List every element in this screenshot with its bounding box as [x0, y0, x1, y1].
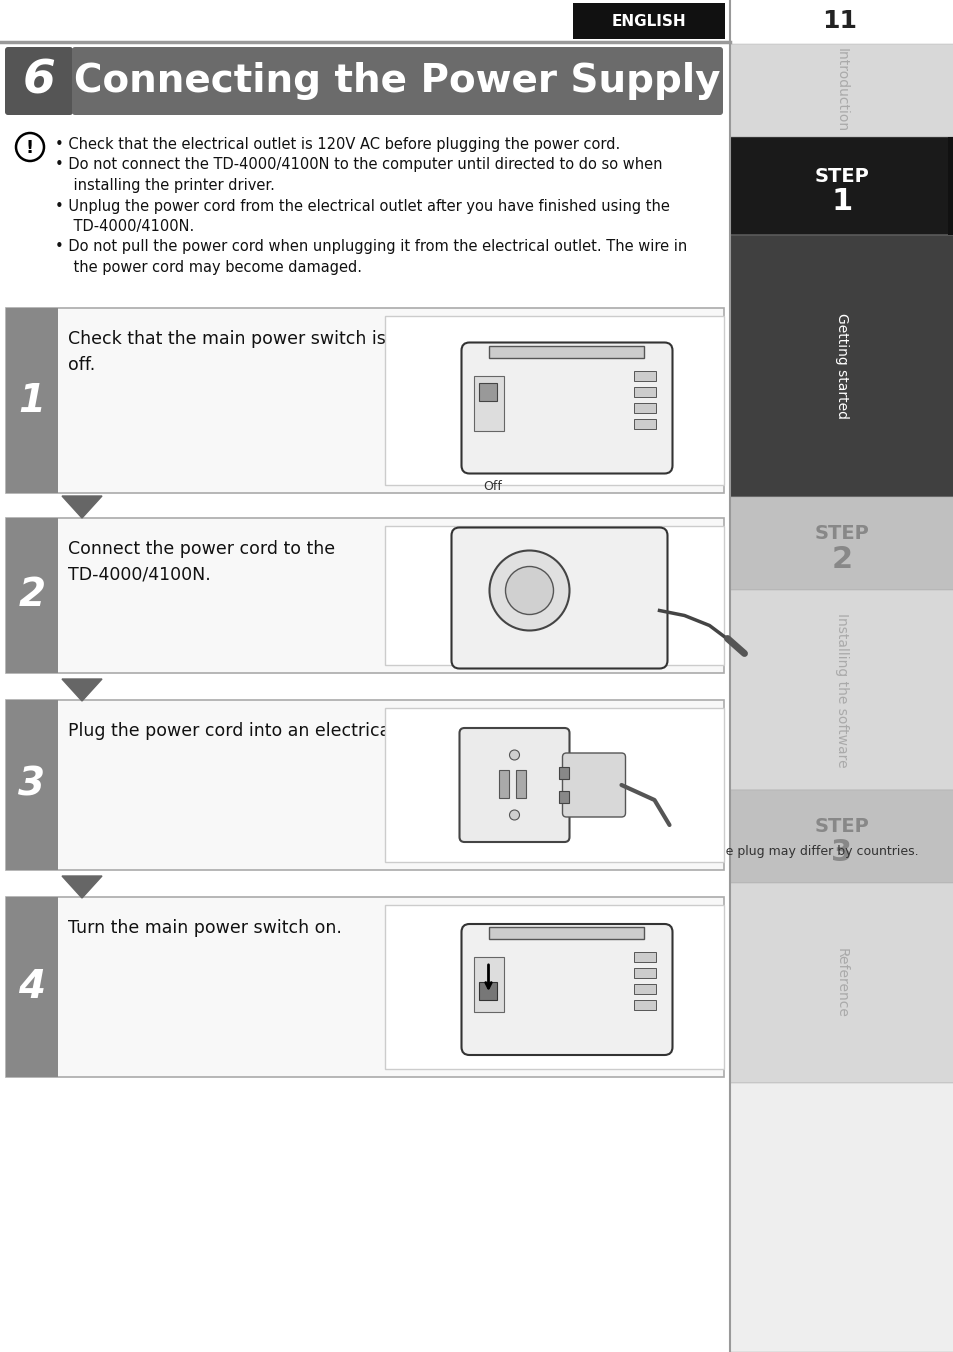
Text: Off: Off: [544, 462, 563, 475]
Text: 11: 11: [821, 9, 857, 32]
Text: Turn the main power switch on.: Turn the main power switch on.: [68, 919, 341, 937]
Polygon shape: [62, 496, 102, 518]
Text: 2: 2: [831, 545, 852, 575]
Bar: [385, 526, 723, 665]
Text: 2: 2: [18, 576, 46, 615]
Bar: [479, 383, 497, 400]
Bar: [385, 316, 723, 485]
Text: The plug may differ by countries.: The plug may differ by countries.: [709, 845, 918, 859]
Text: ENGLISH: ENGLISH: [611, 14, 685, 28]
Circle shape: [509, 750, 519, 760]
Text: Introduction: Introduction: [834, 49, 848, 132]
Bar: [6, 518, 58, 673]
Circle shape: [509, 810, 519, 821]
Text: 3: 3: [831, 838, 852, 867]
Bar: [729, 137, 953, 235]
Text: • Do not connect the TD-4000/4100N to the computer until directed to do so when: • Do not connect the TD-4000/4100N to th…: [55, 157, 661, 173]
FancyBboxPatch shape: [562, 753, 625, 817]
Text: Check that the main power switch is turned
off.: Check that the main power switch is turn…: [68, 330, 449, 373]
Bar: [729, 883, 953, 1083]
Polygon shape: [62, 679, 102, 700]
Bar: [558, 767, 569, 779]
Bar: [474, 957, 504, 1013]
Bar: [479, 982, 497, 1000]
Text: Reference: Reference: [834, 948, 848, 1018]
Text: Off: Off: [482, 480, 501, 492]
Circle shape: [16, 132, 44, 161]
Text: Installing the software: Installing the software: [834, 612, 848, 768]
Bar: [634, 968, 656, 977]
Bar: [729, 235, 953, 498]
Bar: [6, 896, 723, 1078]
Text: !: !: [26, 139, 34, 157]
Bar: [634, 370, 656, 380]
Bar: [6, 700, 58, 869]
Bar: [6, 308, 58, 493]
Bar: [729, 589, 953, 790]
Text: TD-4000/4100N.: TD-4000/4100N.: [55, 219, 194, 234]
Bar: [0, 1086, 729, 1352]
Text: STEP: STEP: [814, 166, 868, 185]
Text: 4: 4: [18, 968, 46, 1006]
Text: Connecting the Power Supply: Connecting the Power Supply: [74, 62, 720, 100]
Text: • Check that the electrical outlet is 120V AC before plugging the power cord.: • Check that the electrical outlet is 12…: [55, 137, 619, 151]
FancyBboxPatch shape: [461, 342, 672, 473]
Text: STEP: STEP: [814, 817, 868, 836]
Bar: [385, 708, 723, 863]
Text: Plug the power cord into an electrical outlet.: Plug the power cord into an electrical o…: [68, 722, 456, 740]
Bar: [634, 952, 656, 963]
Bar: [6, 896, 58, 1078]
Bar: [947, 137, 953, 235]
Bar: [573, 3, 724, 39]
Bar: [634, 387, 656, 396]
Bar: [634, 403, 656, 412]
FancyBboxPatch shape: [459, 727, 569, 842]
Bar: [489, 927, 644, 940]
Circle shape: [489, 550, 569, 630]
Circle shape: [505, 566, 553, 615]
Text: 3: 3: [18, 767, 46, 804]
Bar: [558, 791, 569, 803]
Bar: [474, 376, 504, 430]
Bar: [385, 904, 723, 1069]
Bar: [634, 1000, 656, 1010]
Text: the power cord may become damaged.: the power cord may become damaged.: [55, 260, 361, 274]
Bar: [499, 771, 509, 798]
Text: STEP: STEP: [814, 525, 868, 544]
Text: 1: 1: [18, 381, 46, 419]
Bar: [729, 1083, 953, 1352]
FancyBboxPatch shape: [5, 47, 73, 115]
Bar: [489, 346, 644, 357]
Text: 6: 6: [23, 58, 55, 104]
FancyBboxPatch shape: [461, 923, 672, 1055]
Text: • Do not pull the power cord when unplugging it from the electrical outlet. The : • Do not pull the power cord when unplug…: [55, 239, 686, 254]
Bar: [6, 308, 723, 493]
FancyBboxPatch shape: [71, 47, 722, 115]
Text: • Unplug the power cord from the electrical outlet after you have finished using: • Unplug the power cord from the electri…: [55, 199, 669, 214]
Bar: [634, 984, 656, 994]
Bar: [6, 518, 723, 673]
Text: 1: 1: [830, 188, 852, 216]
FancyBboxPatch shape: [451, 527, 667, 668]
Text: Getting started: Getting started: [834, 314, 848, 419]
Bar: [634, 419, 656, 429]
Bar: [729, 498, 953, 589]
Bar: [6, 700, 723, 869]
Bar: [516, 771, 526, 798]
Text: Connect the power cord to the
TD-4000/4100N.: Connect the power cord to the TD-4000/41…: [68, 539, 335, 584]
Bar: [729, 790, 953, 883]
Bar: [729, 45, 953, 137]
Text: installing the printer driver.: installing the printer driver.: [55, 178, 274, 193]
Polygon shape: [62, 876, 102, 898]
